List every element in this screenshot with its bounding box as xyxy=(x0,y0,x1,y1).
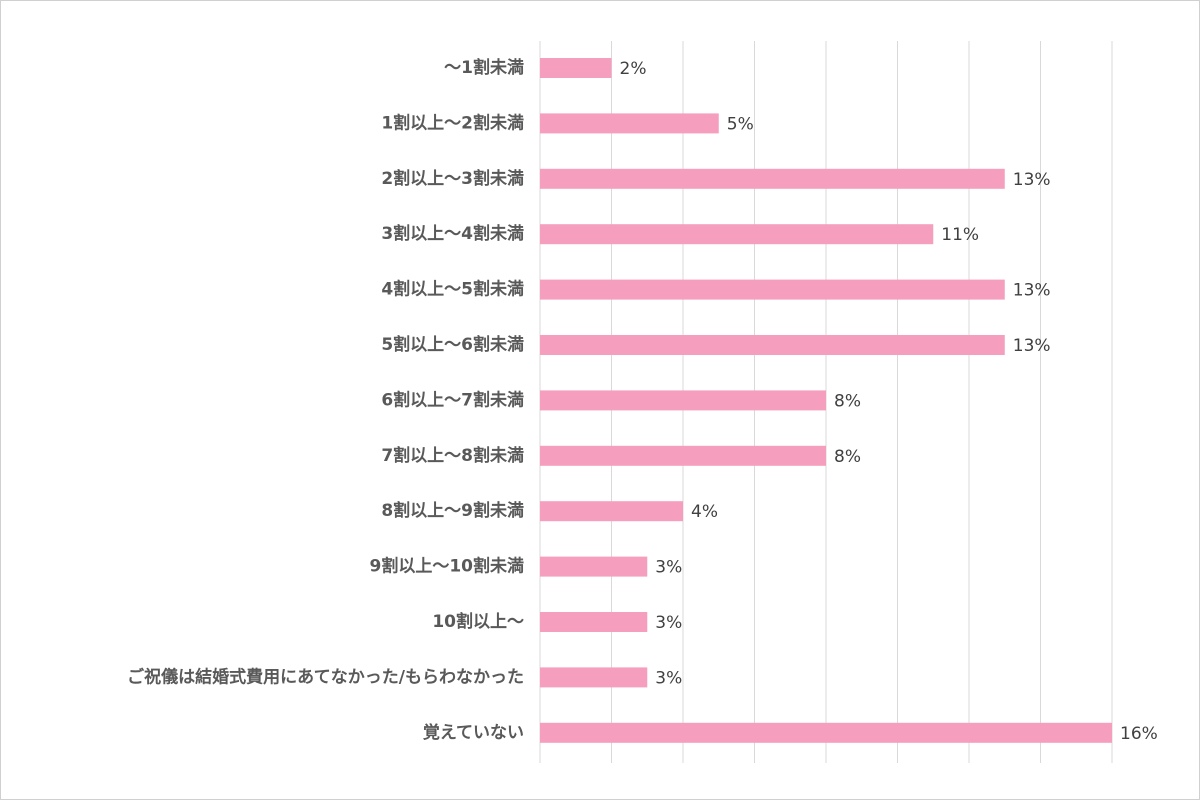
bar xyxy=(540,445,826,466)
value-label: 3% xyxy=(655,668,682,688)
bar xyxy=(540,722,1112,743)
bar xyxy=(540,667,648,688)
category-label: 1割以上〜2割未満 xyxy=(381,112,524,133)
bar xyxy=(540,556,648,577)
category-label: 5割以上〜6割未満 xyxy=(381,334,524,355)
bar xyxy=(540,168,1005,189)
category-label: ご祝儀は結婚式費用にあてなかった/もらわなかった xyxy=(127,666,524,687)
bar xyxy=(540,113,719,134)
category-label: 覚えていない xyxy=(423,722,524,743)
bar xyxy=(540,335,1005,355)
bar xyxy=(540,612,648,632)
category-labels: 〜1割未満 1割以上〜2割未満 2割以上〜3割未満 3割以上〜4割未満 4割以上〜5割未… xyxy=(127,57,524,743)
bar xyxy=(540,58,612,78)
value-labels: 2% 5% 13% 11% 13% 13% 8% 8% 4% 3% 3% 3% 16% xyxy=(620,59,1158,744)
bar xyxy=(540,501,683,522)
category-label: 4割以上〜5割未満 xyxy=(381,279,524,300)
bar xyxy=(540,279,1005,300)
value-label: 8% xyxy=(834,391,861,411)
category-label: 6割以上〜7割未満 xyxy=(381,389,524,410)
value-label: 13% xyxy=(1013,170,1051,190)
category-label: 10割以上〜 xyxy=(432,611,524,632)
category-label: 3割以上〜4割未満 xyxy=(381,223,524,244)
value-label: 13% xyxy=(1013,281,1051,301)
value-label: 13% xyxy=(1013,336,1051,356)
value-label: 2% xyxy=(620,59,647,79)
category-label: 8割以上〜9割未満 xyxy=(381,500,524,521)
value-label: 16% xyxy=(1120,724,1158,744)
bars xyxy=(540,58,1112,743)
category-label: 7割以上〜8割未満 xyxy=(381,445,524,466)
value-label: 4% xyxy=(691,502,718,522)
value-label: 11% xyxy=(941,225,979,245)
bar xyxy=(540,224,934,245)
bar xyxy=(540,390,826,411)
category-label: 〜1割未満 xyxy=(444,57,524,78)
value-label: 3% xyxy=(655,558,682,578)
value-label: 8% xyxy=(834,447,861,467)
category-label: 9割以上〜10割未満 xyxy=(370,556,525,577)
value-label: 3% xyxy=(655,613,682,633)
category-label: 2割以上〜3割未満 xyxy=(381,168,524,189)
value-label: 5% xyxy=(727,114,754,134)
